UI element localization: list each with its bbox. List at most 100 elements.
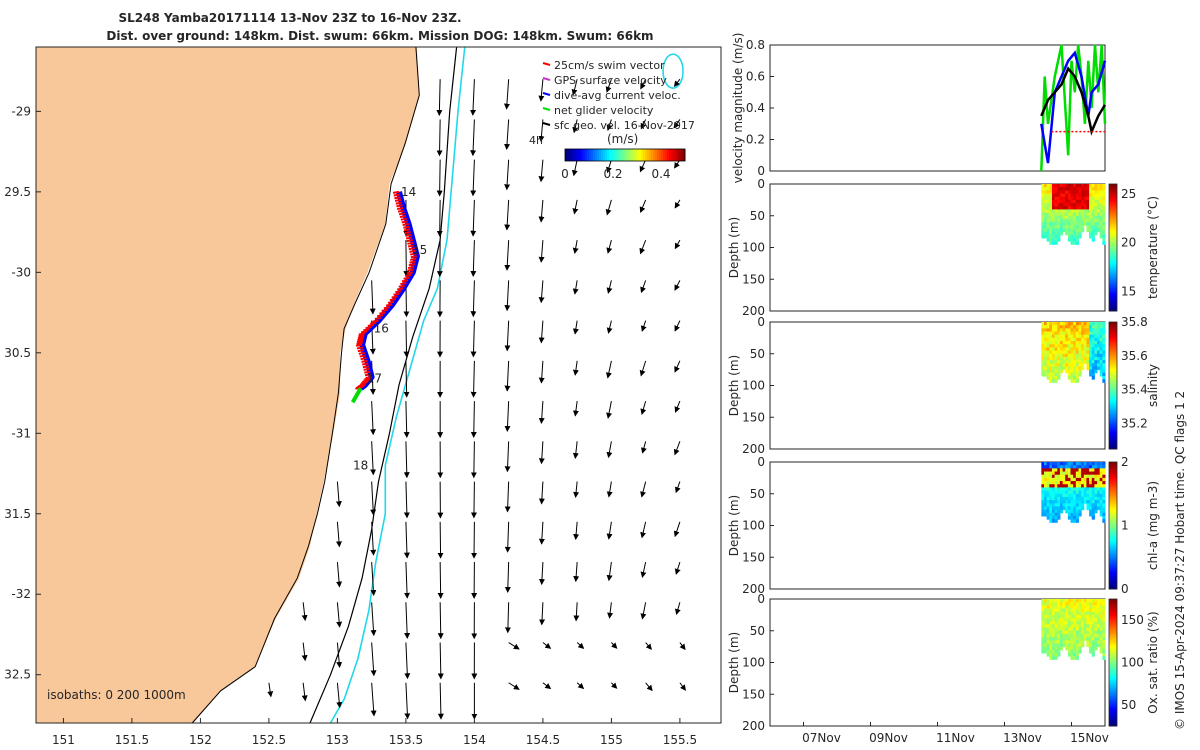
heatmap-cell [1044, 462, 1048, 466]
heatmap-cell [1044, 630, 1048, 635]
heatmap-cell [1099, 490, 1103, 495]
colorbar-cell [1109, 474, 1117, 478]
swim-vector [410, 252, 417, 256]
swim-vector [365, 326, 372, 330]
colorbar-cell [1109, 196, 1117, 200]
heatmap-cell [1067, 206, 1072, 210]
heatmap-cell [1041, 203, 1045, 207]
salinity-colorbar-frame [1108, 321, 1118, 450]
colorbar-cell [1109, 531, 1117, 535]
heatmap-cell [1075, 599, 1079, 603]
heatmap-cell [1081, 218, 1085, 223]
heatmap-cell [1044, 465, 1048, 469]
swim-vector [403, 228, 411, 232]
heatmap-cell [1046, 218, 1050, 223]
heatmap-cell [1065, 509, 1069, 514]
heatmap-cell [1049, 187, 1053, 191]
swim-vector [409, 249, 416, 253]
colorbar-cell [1109, 296, 1117, 299]
colorbar-cell [1109, 713, 1117, 716]
heatmap-cell [1091, 637, 1095, 641]
colorbar-cell [1109, 690, 1117, 693]
heatmap-cell [1089, 360, 1093, 364]
heatmap-cell [1075, 465, 1079, 469]
heatmap-cell [1046, 599, 1050, 603]
depth-tick-label: 50 [750, 487, 765, 501]
heatmap-cell [1044, 341, 1048, 345]
heatmap-cell [1044, 225, 1048, 229]
heatmap-cell [1070, 462, 1074, 466]
heatmap-cell [1091, 372, 1095, 377]
velocity-arrow [504, 320, 511, 352]
heatmap-cell [1073, 649, 1077, 654]
heatmap-cell [1091, 322, 1095, 326]
heatmap-cell [1089, 325, 1093, 329]
heatmap-cell [1054, 212, 1058, 217]
heatmap-cell [1070, 618, 1074, 622]
velocity-arrow [674, 400, 681, 413]
heatmap-cell [1067, 218, 1072, 223]
heatmap-cell [1086, 328, 1090, 333]
heatmap-cell [1099, 605, 1103, 610]
day-label: 14 [401, 185, 416, 199]
heatmap-cell [1051, 471, 1056, 476]
isobaths-label: isobaths: 0 200 1000m [47, 688, 186, 702]
heatmap-cell [1059, 231, 1064, 236]
heatmap-cell [1057, 506, 1061, 511]
colorbar-cell [1109, 632, 1117, 636]
heatmap-cell [1059, 209, 1064, 214]
heatmap-cell [1089, 366, 1093, 371]
heatmap-cell [1075, 512, 1079, 517]
heatmap-cell [1081, 209, 1085, 214]
velocity-arrow [504, 360, 511, 392]
heatmap-cell [1094, 490, 1098, 495]
heatmap-cell [1051, 630, 1056, 635]
heatmap-cell [1086, 215, 1090, 220]
heatmap-cell [1099, 225, 1103, 229]
heatmap-cell [1059, 618, 1064, 622]
heatmap-cell [1086, 487, 1090, 492]
heatmap-cell [1049, 363, 1053, 367]
heatmap-cell [1089, 218, 1093, 223]
heatmap-cell [1059, 474, 1064, 479]
velocity-arrow [301, 682, 308, 702]
heatmap-cell [1102, 481, 1106, 485]
heatmap-cell [1044, 322, 1048, 326]
depth-tick-label: 50 [750, 624, 765, 638]
heatmap-cell [1094, 347, 1098, 352]
colorbar-cell [1109, 550, 1117, 554]
heatmap-cell [1081, 215, 1085, 220]
heatmap-cell [1049, 203, 1053, 207]
heatmap-cell [1057, 350, 1061, 355]
heatmap-cell [1091, 353, 1095, 358]
colorbar-cell [1109, 525, 1117, 529]
heatmap-cell [1073, 512, 1077, 517]
colorbar-cell [1109, 609, 1117, 613]
heatmap-cell [1051, 187, 1056, 191]
heatmap-cell [1091, 334, 1095, 339]
heatmap-cell [1062, 621, 1066, 625]
velocity-arrow [370, 521, 377, 556]
heatmap-cell [1075, 350, 1079, 355]
heatmap-cell [1078, 611, 1082, 616]
heatmap-cell [1041, 611, 1045, 616]
swim-vector [398, 284, 405, 288]
heatmap-cell [1097, 350, 1101, 355]
colorbar-cell [1109, 207, 1117, 210]
heatmap-cell [1054, 633, 1058, 638]
heatmap-cell [1046, 341, 1050, 345]
heatmap-cell [1067, 184, 1072, 188]
heatmap-cell [1049, 353, 1053, 358]
heatmap-cell [1091, 218, 1095, 223]
heatmap-cell [1062, 225, 1066, 229]
heatmap-cell [1075, 228, 1079, 233]
heatmap-cell [1073, 509, 1077, 514]
colorbar-cell [1109, 247, 1117, 251]
colorbar-cell [1109, 347, 1117, 351]
heatmap-cell [1046, 356, 1050, 361]
heatmap-cell [1044, 234, 1048, 239]
heatmap-cell [1078, 646, 1082, 651]
colorbar-cell [1109, 715, 1117, 719]
heatmap-cell [1049, 624, 1053, 629]
heatmap-cell [1102, 474, 1106, 479]
